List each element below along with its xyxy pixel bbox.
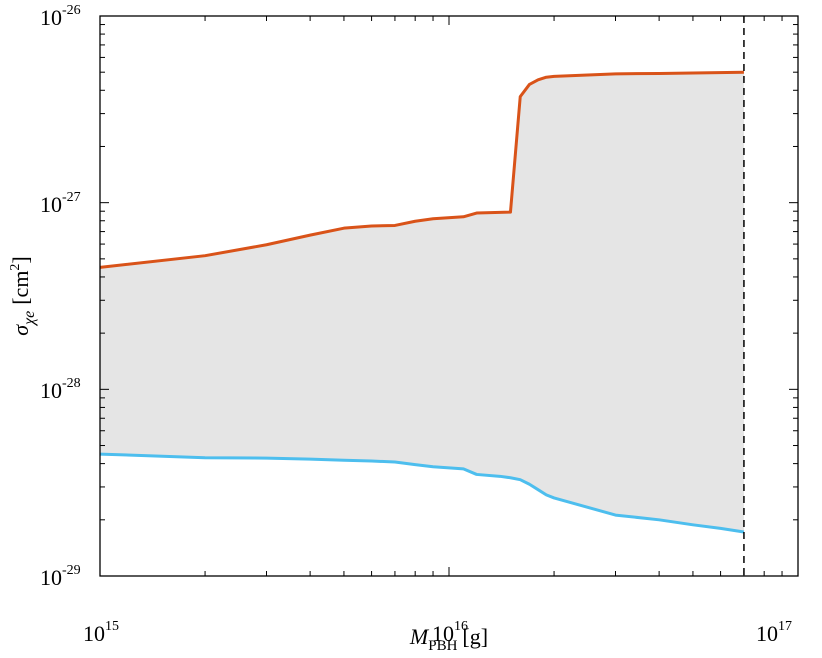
x-tick-label-1e16: 1016 [432,619,468,646]
y-tick-label-1e-27: 10-27 [40,190,81,217]
plot-frame [99,15,799,577]
y-tick-label-1e-29: 10-29 [40,563,81,590]
x-tick-label-1e17: 1017 [756,619,792,646]
y-axis-label: σχe[cm2] [8,256,38,336]
y-tick-label-1e-28: 10-28 [40,376,81,403]
x-axis-label: MPBH [g] [409,624,488,654]
lower-bound-line [99,452,745,534]
axis-ticks [99,15,799,577]
region-between-bounds [100,72,744,533]
x-tick-label-1e15: 1015 [83,619,119,646]
upper-bound-line [99,70,744,269]
y-tick-label-1e-26: 10-26 [40,3,81,30]
